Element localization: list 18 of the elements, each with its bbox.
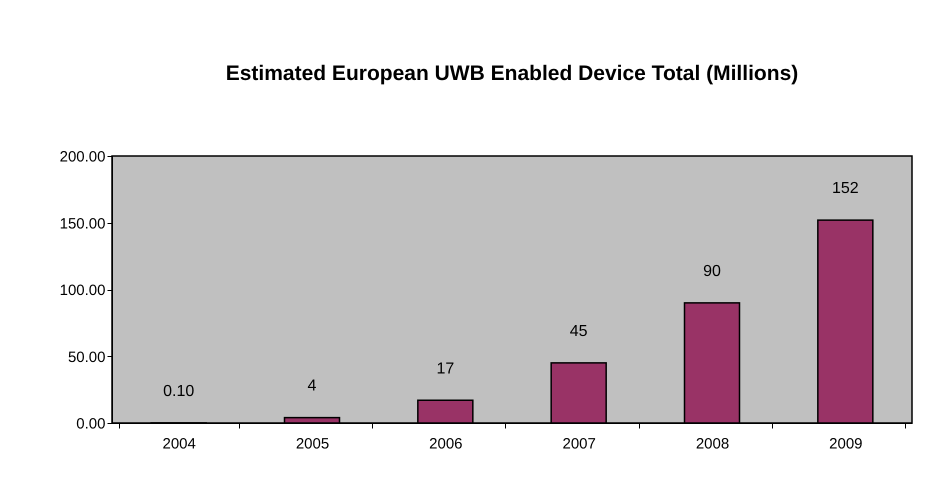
y-tick-label: 0.00 [76, 416, 106, 432]
x-tick-label: 2006 [429, 436, 463, 452]
y-tick-label: 100.00 [60, 282, 106, 299]
data-label: 152 [832, 180, 859, 198]
x-tick-label: 2004 [162, 436, 196, 452]
x-tick-label: 2009 [829, 436, 863, 452]
data-label: 0.10 [163, 382, 194, 400]
x-tick-label: 2005 [296, 436, 330, 452]
chart-title: Estimated European UWB Enabled Device Total (Millions) [226, 62, 798, 85]
data-label: 45 [570, 322, 588, 340]
data-label: 4 [308, 378, 317, 395]
data-label: 90 [703, 262, 721, 280]
x-tick-label: 2007 [562, 436, 596, 452]
y-tick-label: 50.00 [68, 348, 106, 366]
y-tick-label: 200.00 [60, 148, 106, 166]
x-tick-label: 2008 [696, 436, 730, 452]
y-tick-label: 150.00 [60, 215, 106, 232]
data-label: 17 [436, 360, 454, 378]
